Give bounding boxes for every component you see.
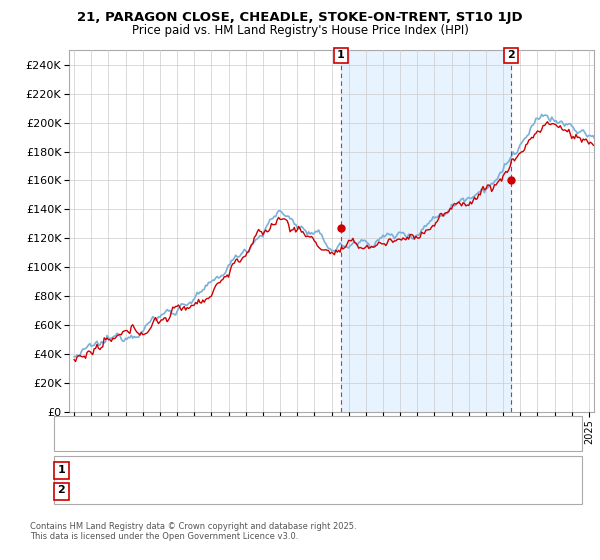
Text: 21, PARAGON CLOSE, CHEADLE, STOKE-ON-TRENT, ST10 1JD (semi-detached house): 21, PARAGON CLOSE, CHEADLE, STOKE-ON-TRE…: [99, 416, 537, 426]
Text: £160,000: £160,000: [240, 485, 293, 495]
Text: 1: 1: [58, 465, 65, 474]
Text: 21, PARAGON CLOSE, CHEADLE, STOKE-ON-TRENT, ST10 1JD: 21, PARAGON CLOSE, CHEADLE, STOKE-ON-TRE…: [77, 11, 523, 24]
Text: 6% ↓ HPI: 6% ↓ HPI: [372, 485, 424, 495]
Text: £127,000: £127,000: [240, 464, 293, 474]
Text: 2: 2: [58, 486, 65, 495]
Text: 2: 2: [507, 50, 515, 60]
Text: Price paid vs. HM Land Registry's House Price Index (HPI): Price paid vs. HM Land Registry's House …: [131, 24, 469, 36]
Text: 23-JUL-2010: 23-JUL-2010: [93, 464, 161, 474]
Text: ———: ———: [69, 414, 106, 427]
Text: 22-JUN-2020: 22-JUN-2020: [93, 485, 164, 495]
Text: 1: 1: [337, 50, 345, 60]
Bar: [341, 50, 511, 412]
Text: 5% ↓ HPI: 5% ↓ HPI: [372, 464, 424, 474]
Text: HPI: Average price, semi-detached house, Staffordshire Moorlands: HPI: Average price, semi-detached house,…: [99, 433, 445, 444]
Text: Contains HM Land Registry data © Crown copyright and database right 2025.
This d: Contains HM Land Registry data © Crown c…: [30, 522, 356, 542]
Text: ———: ———: [69, 432, 106, 445]
